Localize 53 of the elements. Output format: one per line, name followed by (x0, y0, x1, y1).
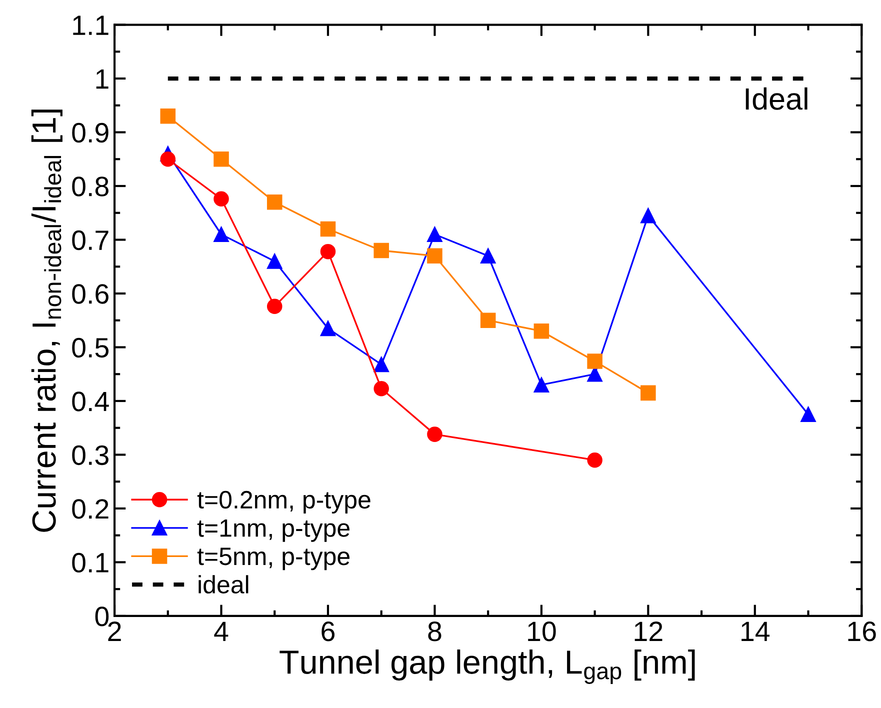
y-tick-label: 0.4 (72, 392, 109, 412)
y-tick-label: 1 (96, 69, 108, 89)
x-tick-label: 2 (108, 622, 121, 641)
x-tick-label: 10 (528, 622, 556, 642)
point (427, 226, 442, 242)
legend-label: t=5nm, p-type (197, 548, 350, 570)
x-tick-label: 8 (428, 622, 442, 642)
point (587, 452, 602, 468)
point (480, 248, 496, 264)
point (160, 152, 176, 167)
point (374, 380, 389, 396)
y-tick-label: 0.8 (72, 176, 108, 196)
point (800, 406, 816, 422)
y-tick-label: 0.6 (72, 284, 108, 304)
point (320, 221, 336, 237)
y-tick-label: 0.3 (72, 445, 108, 466)
point (374, 356, 389, 372)
point (640, 385, 656, 401)
y-axis-title: Current ratio, I$_{non-ideal}$/I$_{ideal}$ [1] (31, 110, 62, 532)
legend-label: t=1nm, p-type (197, 519, 350, 542)
x-tick-label: 16 (848, 622, 876, 642)
x-tick-label: 4 (214, 622, 228, 641)
annotation: Ideal (746, 87, 808, 110)
point (374, 242, 389, 258)
y-tick-label: 0.7 (72, 230, 108, 250)
point (587, 354, 602, 369)
point (266, 194, 282, 210)
point (640, 208, 656, 224)
legend-label: t=0.2nm, p-type (197, 490, 370, 514)
point (266, 254, 282, 269)
point (534, 377, 550, 392)
legend-label: ideal (198, 575, 248, 594)
point (214, 152, 229, 167)
y-tick-label: 0.9 (72, 122, 108, 143)
x-axis-title: Tunnel gap length, L$_{gap}$ [nm] (280, 649, 695, 684)
point (480, 312, 496, 328)
point (320, 244, 336, 260)
y-tick-label: 1.1 (73, 16, 108, 35)
y-tick-label: 0.2 (72, 499, 108, 519)
point (214, 191, 229, 207)
x-tick-label: 12 (634, 622, 662, 641)
point (534, 323, 550, 339)
point (427, 426, 442, 442)
y-tick-label: 0 (95, 606, 109, 626)
y-tick-label: 0.5 (72, 338, 109, 358)
x-tick-label: 14 (742, 622, 770, 641)
point (266, 298, 282, 314)
point (214, 226, 229, 242)
y-tick-label: 0.1 (72, 552, 108, 573)
point (427, 248, 442, 264)
x-tick-label: 6 (322, 622, 334, 642)
point (320, 320, 336, 336)
point (160, 108, 176, 124)
